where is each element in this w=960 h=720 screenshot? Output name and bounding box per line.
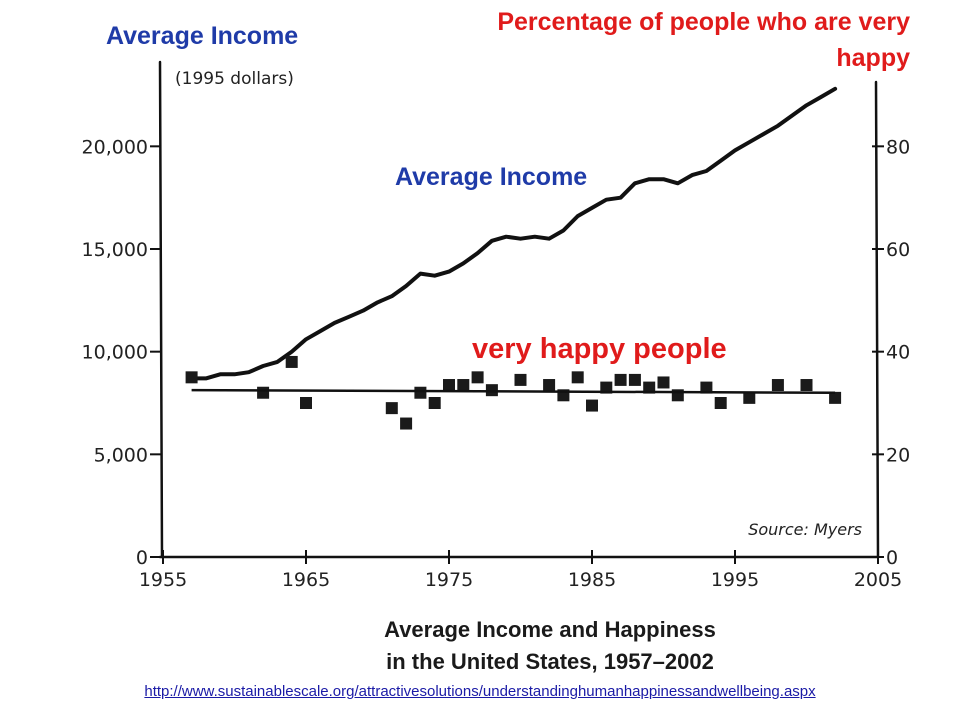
happy-point (771, 379, 784, 392)
left-y-tick-label: 5,000 (94, 444, 148, 466)
chart-series (185, 86, 842, 430)
happy-point (714, 397, 727, 409)
chart-title: Average Income and Happiness in the Unit… (300, 614, 800, 678)
axis-tick-labels: 1955 1965 1975 1985 1995 200505,00010,00015,0… (82, 136, 911, 591)
happy-point (743, 391, 756, 404)
x-tick-label: 1995 (711, 569, 759, 591)
happy-point (443, 379, 455, 392)
x-tick-label: 1965 (282, 569, 330, 591)
right-axis-title-line1: Percentage of people who are very (497, 8, 910, 36)
x-tick-label: 2005 (854, 569, 902, 591)
chart-title-line1: Average Income and Happiness (384, 617, 716, 642)
left-y-tick-label: 10,000 (82, 342, 148, 364)
right-y-tick-label: 60 (886, 239, 910, 261)
x-tick-label: 1985 (568, 569, 616, 591)
source-note: Source: Myers (748, 520, 862, 539)
chart-title-line2: in the United States, 1957–2002 (386, 649, 714, 674)
left-axis-title: Average Income (106, 22, 299, 50)
happy-point (257, 386, 270, 399)
happy-trend-line (191, 388, 836, 394)
left-y-tick-label: 15,000 (82, 239, 148, 261)
happy-point (643, 381, 656, 394)
happy-point (657, 376, 670, 389)
happy-point (829, 391, 842, 404)
happy-point (300, 397, 312, 409)
left-y-axis (158, 60, 164, 559)
happy-point (800, 379, 813, 392)
right-y-tick-label: 80 (886, 136, 910, 158)
happy-point (285, 355, 298, 368)
happy-point (543, 379, 556, 392)
happy-point (428, 397, 441, 409)
right-axis-title: Percentage of people who are very happy (410, 4, 910, 76)
happy-point (471, 371, 484, 384)
x-tick-label: 1975 (425, 569, 473, 591)
left-y-tick-label: 0 (136, 547, 148, 569)
left-axis-unit-label: (1995 dollars) (175, 69, 294, 89)
happy-point (700, 381, 713, 394)
right-y-tick-label: 0 (886, 547, 898, 569)
happy-point (628, 373, 641, 386)
happy-point (614, 373, 627, 386)
axis-ticks (150, 145, 884, 564)
happy-series-label: very happy people (472, 333, 727, 365)
right-axis-title-line2: happy (836, 44, 910, 72)
happy-point (586, 399, 598, 412)
happy-point (385, 402, 398, 415)
happy-point (514, 373, 527, 386)
left-y-tick-label: 20,000 (82, 136, 148, 158)
x-tick-label: 1955 (139, 569, 187, 591)
source-link[interactable]: http://www.sustainablescale.org/attracti… (144, 683, 816, 700)
happy-point (414, 386, 427, 399)
happy-point (400, 417, 413, 430)
right-y-tick-label: 20 (886, 444, 910, 466)
chart-axes (158, 60, 880, 559)
happy-point (457, 379, 470, 392)
happy-point (571, 371, 584, 384)
income-line (189, 86, 838, 381)
income-series-label: Average Income (395, 163, 588, 191)
right-y-tick-label: 40 (886, 342, 910, 364)
right-y-axis (874, 80, 880, 559)
happy-point (185, 371, 198, 384)
